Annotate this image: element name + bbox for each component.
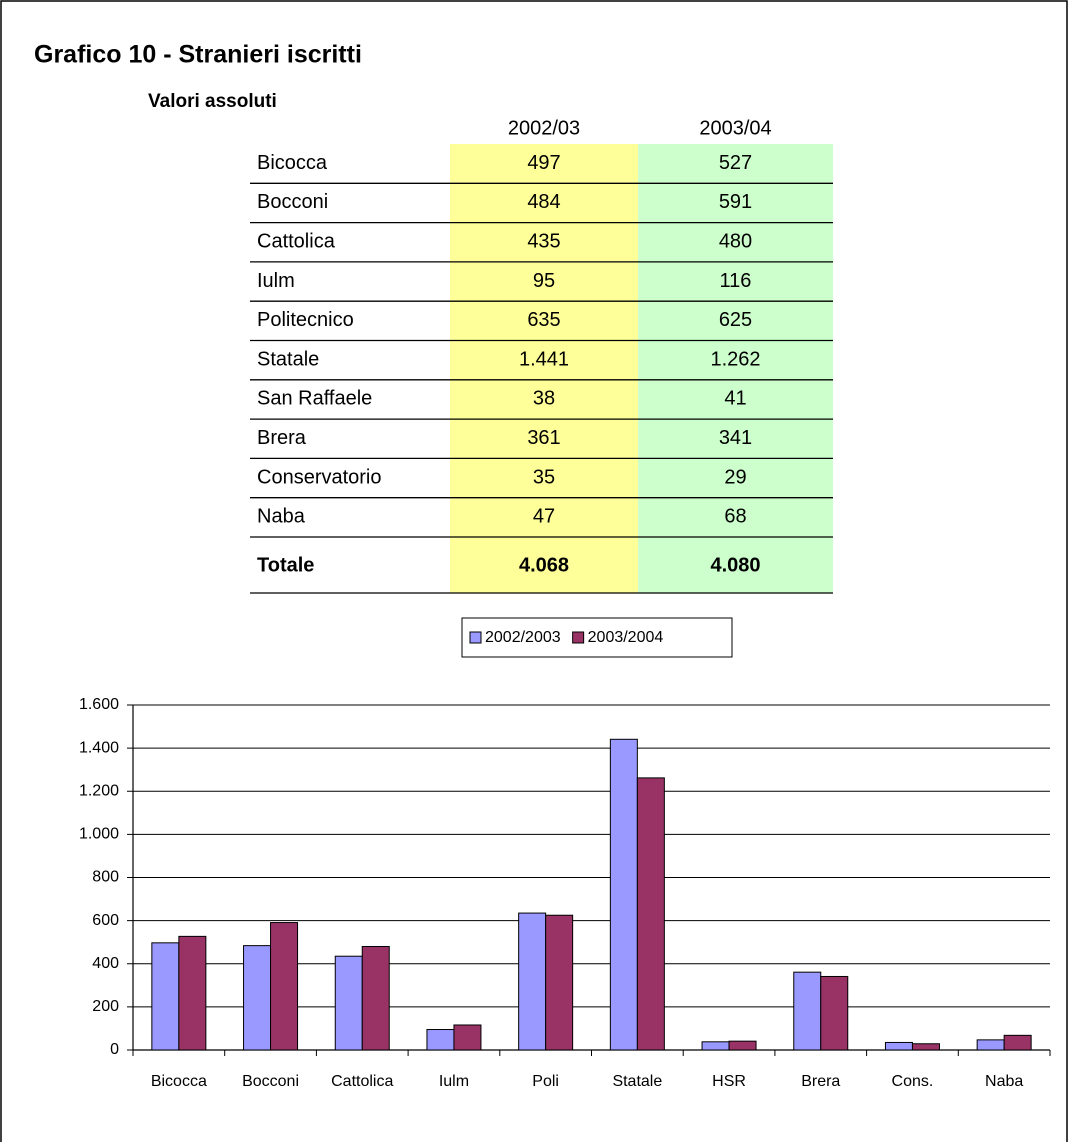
- row-label: San Raffaele: [257, 388, 372, 410]
- bar: [178, 935, 207, 1051]
- bar: [243, 945, 272, 1051]
- bar: [426, 1029, 455, 1051]
- subtitle: Valori assoluti: [148, 91, 277, 112]
- cell: 1.262: [710, 348, 760, 370]
- bar: [361, 946, 390, 1051]
- row-label: Naba: [257, 506, 306, 528]
- cell: 497: [527, 152, 560, 174]
- legend-swatch: [469, 631, 482, 644]
- row-label: Bicocca: [257, 152, 328, 174]
- bar: [453, 1024, 482, 1051]
- bar: [911, 1043, 940, 1051]
- x-tick-label: Naba: [985, 1073, 1023, 1090]
- cell: 35: [533, 466, 555, 488]
- y-tick-label: 600: [92, 912, 119, 929]
- column-header: 2002/03: [508, 117, 580, 139]
- cell: 361: [527, 427, 560, 449]
- row-label: Brera: [257, 427, 307, 449]
- y-tick-label: 1.000: [79, 826, 119, 843]
- cell: 41: [724, 388, 746, 410]
- x-tick-label: Iulm: [439, 1073, 469, 1090]
- row-label: Totale: [257, 554, 314, 576]
- column-header: 2003/04: [699, 117, 771, 139]
- cell: 480: [719, 231, 752, 253]
- legend-label: 2002/2003: [485, 629, 561, 646]
- row-label: Iulm: [257, 270, 295, 292]
- bar: [1003, 1034, 1032, 1051]
- bar: [609, 738, 638, 1051]
- y-tick-label: 0: [110, 1041, 119, 1058]
- cell: 591: [719, 191, 752, 213]
- cell: 484: [527, 191, 560, 213]
- cell: 29: [724, 466, 746, 488]
- y-tick-label: 1.400: [79, 739, 119, 756]
- bar: [151, 942, 180, 1051]
- legend-swatch: [572, 631, 585, 644]
- x-tick-label: HSR: [712, 1073, 746, 1090]
- y-tick-label: 200: [92, 998, 119, 1015]
- bar: [636, 777, 665, 1051]
- cell: 47: [533, 506, 555, 528]
- x-tick-label: Cons.: [892, 1073, 934, 1090]
- cell: 68: [724, 506, 746, 528]
- bar: [334, 955, 363, 1051]
- legend-box: [461, 617, 733, 658]
- legend-label: 2003/2004: [588, 629, 664, 646]
- x-tick-label: Brera: [801, 1073, 840, 1090]
- cell: 435: [527, 231, 560, 253]
- y-tick-label: 1.200: [79, 782, 119, 799]
- cell: 4.068: [519, 554, 569, 576]
- x-tick-label: Statale: [612, 1073, 662, 1090]
- row-label: Politecnico: [257, 309, 354, 331]
- bar: [728, 1040, 757, 1051]
- bar: [545, 914, 574, 1051]
- cell: 341: [719, 427, 752, 449]
- cell: 4.080: [710, 554, 760, 576]
- bar: [884, 1041, 913, 1051]
- cell: 625: [719, 309, 752, 331]
- y-tick-label: 400: [92, 955, 119, 972]
- cell: 635: [527, 309, 560, 331]
- col-bg: [450, 144, 638, 593]
- cell: 527: [719, 152, 752, 174]
- bar: [701, 1041, 730, 1051]
- row-label: Statale: [257, 348, 319, 370]
- cell: 1.441: [519, 348, 569, 370]
- bar: [518, 912, 547, 1051]
- row-label: Bocconi: [257, 191, 328, 213]
- bar: [976, 1039, 1005, 1051]
- row-label: Cattolica: [257, 231, 336, 253]
- bar: [820, 975, 849, 1051]
- y-tick-label: 1.600: [79, 696, 119, 713]
- cell: 95: [533, 270, 555, 292]
- row-label: Conservatorio: [257, 466, 382, 488]
- bar: [270, 922, 299, 1051]
- cell: 38: [533, 388, 555, 410]
- x-tick-label: Bocconi: [242, 1073, 299, 1090]
- x-tick-label: Poli: [532, 1073, 559, 1090]
- y-tick-label: 800: [92, 869, 119, 886]
- col-bg: [638, 144, 833, 593]
- title: Grafico 10 - Stranieri iscritti: [34, 41, 362, 69]
- cell: 116: [720, 270, 752, 292]
- x-tick-label: Cattolica: [331, 1073, 393, 1090]
- x-tick-label: Bicocca: [151, 1073, 207, 1090]
- bar: [793, 971, 822, 1051]
